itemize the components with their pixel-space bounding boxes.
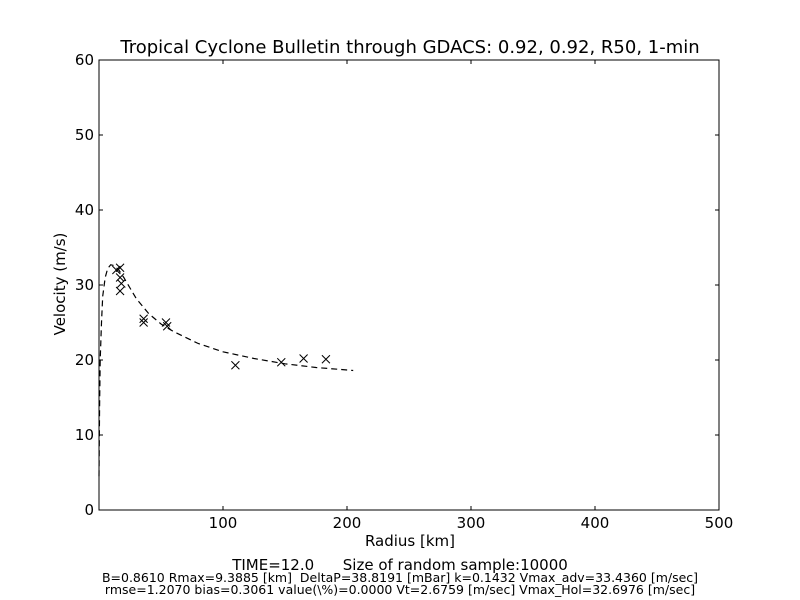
- series-layer: [98, 263, 354, 477]
- y-tick-label: 40: [75, 201, 94, 219]
- y-axis-label: Velocity (m/s): [51, 233, 69, 336]
- x-axis-label: Radius [km]: [365, 532, 455, 550]
- y-tick-label: 0: [84, 501, 94, 519]
- stats-line-1: B=0.8610 Rmax=9.3885 [km] DeltaP=38.8191…: [101, 570, 699, 585]
- data-point-x-marker: [115, 273, 125, 282]
- y-tick-label: 30: [75, 276, 94, 294]
- y-tick-label: 50: [75, 126, 94, 144]
- chart-title: Tropical Cyclone Bulletin through GDACS:…: [119, 37, 699, 58]
- x-tick-label: 500: [705, 514, 734, 532]
- data-point-x-marker: [231, 360, 240, 370]
- plot-frame: [98, 59, 720, 511]
- plot-area: [98, 59, 720, 511]
- data-point-x-marker: [321, 354, 331, 364]
- data-point-x-marker: [139, 318, 148, 327]
- time-sample-line: TIME=12.0 Size of random sample:10000: [232, 556, 568, 574]
- x-tick-label: 400: [581, 514, 610, 532]
- chart-figure: Tropical Cyclone Bulletin through GDACS:…: [51, 37, 733, 550]
- x-tick-label: 300: [457, 514, 486, 532]
- data-point-x-marker: [139, 314, 148, 324]
- fitted-profile-line: [98, 264, 354, 477]
- x-tick-label: 200: [333, 514, 362, 532]
- stats-line-2: rmse=1.2070 bias=0.3061 value(\%)=0.0000…: [104, 582, 696, 597]
- y-tick-label: 20: [75, 351, 94, 369]
- x-tick-label: 100: [209, 514, 238, 532]
- data-point-x-marker: [116, 279, 126, 288]
- data-point-x-marker: [115, 286, 125, 296]
- axis-ticks: 100 200 300 400 500 0 10 20 30 40 50 60: [75, 51, 733, 532]
- data-point-x-marker: [115, 263, 125, 273]
- y-tick-label: 10: [75, 426, 94, 444]
- data-point-x-marker: [299, 354, 308, 363]
- y-tick-label: 60: [75, 51, 94, 69]
- data-point-x-marker: [276, 357, 286, 367]
